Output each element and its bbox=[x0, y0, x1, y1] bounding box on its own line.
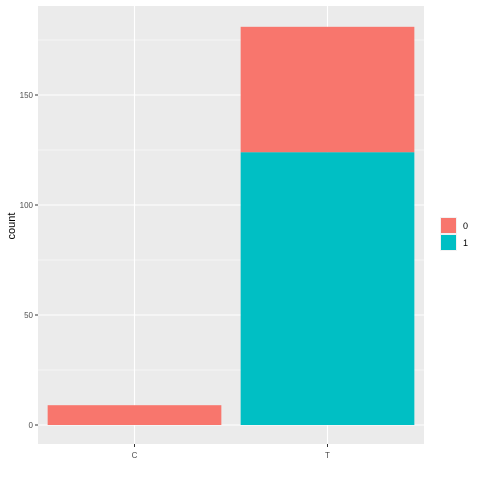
y-tick-label: 50 bbox=[24, 311, 33, 320]
legend-key-1 bbox=[441, 235, 456, 250]
legend-key-0 bbox=[441, 218, 456, 233]
legend: 01 bbox=[440, 217, 468, 251]
bar-T-series-0 bbox=[240, 26, 415, 153]
y-tick-label: 100 bbox=[20, 201, 34, 210]
bars bbox=[47, 26, 415, 425]
legend-label-0: 0 bbox=[463, 221, 468, 231]
y-tick-label: 0 bbox=[29, 421, 34, 430]
legend-label-1: 1 bbox=[463, 238, 468, 248]
x-tick-label: C bbox=[132, 451, 138, 460]
bar-C-series-0 bbox=[47, 405, 222, 425]
x-tick-label: T bbox=[325, 451, 330, 460]
bar-T-series-1 bbox=[240, 152, 415, 425]
y-axis: 0 50 100 150 bbox=[20, 91, 38, 430]
y-axis-title: count bbox=[6, 213, 18, 240]
y-tick-label: 150 bbox=[20, 91, 34, 100]
